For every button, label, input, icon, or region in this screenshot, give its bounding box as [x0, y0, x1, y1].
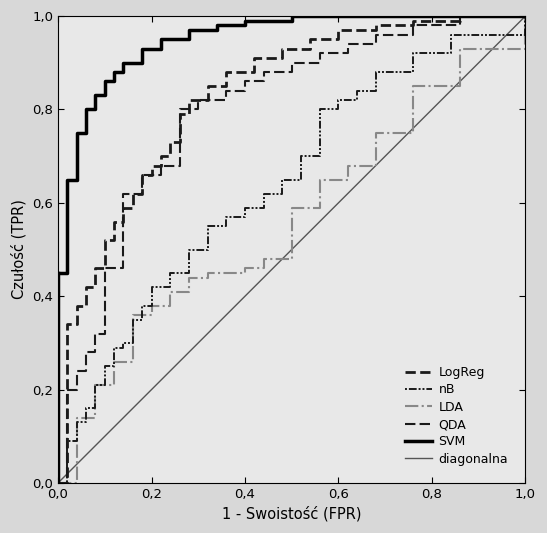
- Legend: LogReg, nB, LDA, QDA, SVM, diagonalna: LogReg, nB, LDA, QDA, SVM, diagonalna: [399, 360, 515, 472]
- X-axis label: 1 - Swoistość (FPR): 1 - Swoistość (FPR): [222, 506, 362, 522]
- Y-axis label: Czułość (TPR): Czułość (TPR): [11, 199, 27, 300]
